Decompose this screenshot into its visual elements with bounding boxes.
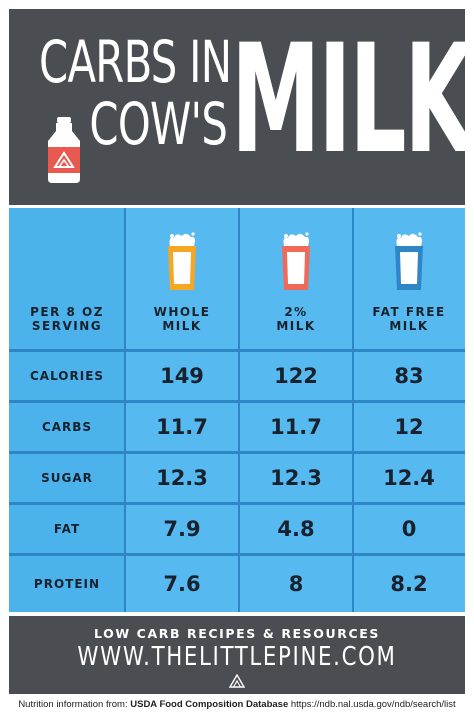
column-header-2-percent-milk: 2% MILK [239,208,353,349]
title-line1: CARBS IN [39,28,232,96]
table-cell: 11.7 [239,403,353,451]
grid-line [238,208,240,612]
table-cell: 12 [353,403,465,451]
grid-line [9,400,465,403]
column-header-fat-free-milk: FAT FREE MILK [353,208,465,349]
row-label: CALORIES [9,352,125,400]
table-cell: 12.4 [353,454,465,502]
table-cell: 83 [353,352,465,400]
table-cell: 8 [239,556,353,612]
footer-tagline: LOW CARB RECIPES & RESOURCES [93,626,381,641]
source-note: Nutrition information from: USDA Food Co… [0,699,474,710]
column-header-line2: MILK [276,319,316,333]
grid-line [9,553,465,556]
header-banner: CARBS IN COW'S MILK [9,9,474,205]
table-row-protein: PROTEIN 7.6 8 8.2 [9,556,465,612]
grid-line [9,451,465,454]
column-header-line2: MILK [162,319,202,333]
grid-line [124,208,126,612]
table-header-row: PER 8 OZ SERVING WHOLE MILK [9,208,465,349]
table-cell: 4.8 [239,505,353,553]
source-url-link[interactable]: https://ndb.nal.usda.gov/ndb/search/list [288,699,456,710]
row-label: SUGAR [9,454,125,502]
title-left: CARBS IN COW'S [39,28,232,158]
corner-label: PER 8 OZ SERVING [9,208,125,349]
table-cell: 11.7 [125,403,239,451]
table-cell: 122 [239,352,353,400]
milk-glass-icon [168,232,196,290]
pine-logo-icon [229,674,245,688]
title-big: MILK [231,13,474,187]
grid-line [9,349,465,352]
grid-line [9,502,465,505]
column-header-line1: 2% [284,305,308,319]
table-row-carbs: CARBS 11.7 11.7 12 [9,403,465,451]
table-cell: 7.9 [125,505,239,553]
column-header-line1: WHOLE [153,305,211,319]
table-cell: 7.6 [125,556,239,612]
row-label: CARBS [9,403,125,451]
nutrition-table: PER 8 OZ SERVING WHOLE MILK [9,208,465,612]
corner-label-line2: SERVING [31,319,103,333]
table-row-sugar: SUGAR 12.3 12.3 12.4 [9,454,465,502]
row-label: FAT [9,505,125,553]
milk-bottle-icon [48,117,80,183]
footer-website-link[interactable]: WWW.THELITTLEPINE.COM [77,642,397,672]
column-header-line1: FAT FREE [372,305,446,319]
title-line2: COW'S [89,90,228,158]
source-name: USDA Food Composition Database [130,699,289,710]
column-header-line2: MILK [389,319,429,333]
table-row-calories: CALORIES 149 122 83 [9,352,465,400]
column-header-whole-milk: WHOLE MILK [125,208,239,349]
table-cell: 12.3 [125,454,239,502]
footer-banner: LOW CARB RECIPES & RESOURCES WWW.THELITT… [9,616,465,694]
milk-glass-icon [282,232,310,290]
grid-line [352,208,354,612]
milk-glass-icon [395,232,423,290]
table-cell: 0 [353,505,465,553]
table-cell: 12.3 [239,454,353,502]
table-row-fat: FAT 7.9 4.8 0 [9,505,465,553]
table-cell: 149 [125,352,239,400]
source-prefix: Nutrition information from: [18,699,131,710]
corner-label-line1: PER 8 OZ [30,305,104,319]
table-cell: 8.2 [353,556,465,612]
row-label: PROTEIN [9,556,125,612]
